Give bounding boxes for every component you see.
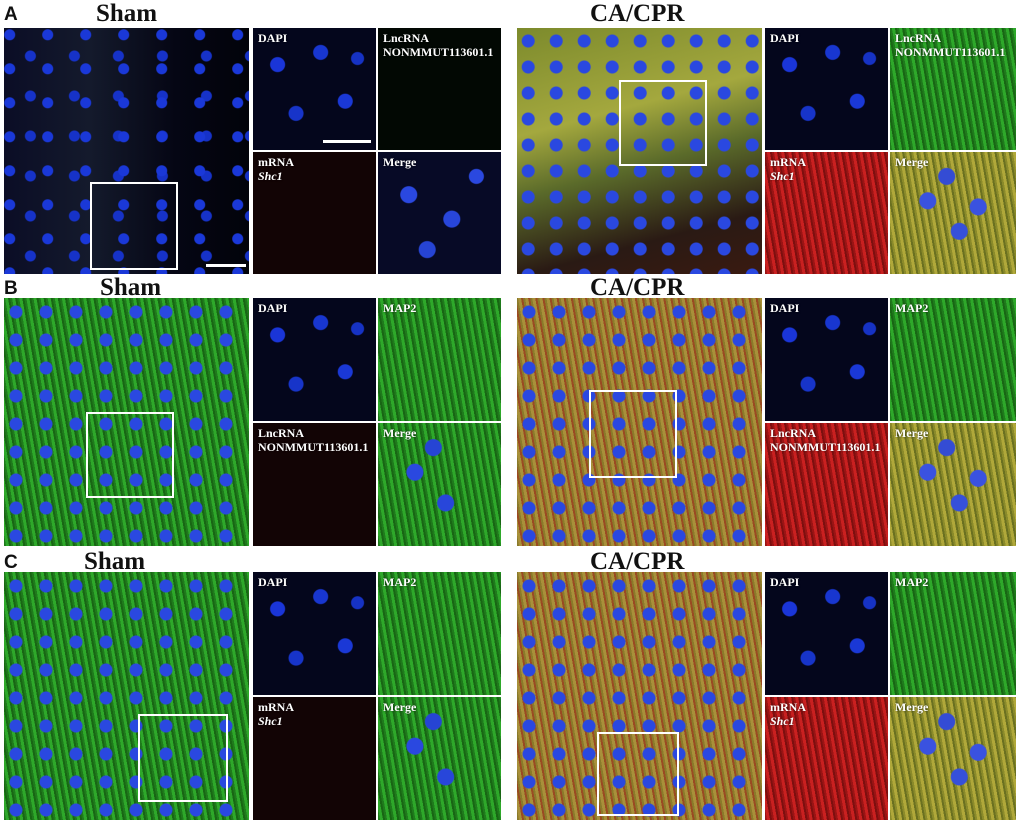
dapi-channel-tile: DAPI (765, 28, 888, 150)
channel-label: MAP2 (383, 301, 417, 315)
condition-title-ca-cpr-a: CA/CPR (590, 0, 685, 27)
sham-overview-image-c (4, 572, 249, 820)
channel-label: LncRNA NONMMUT113601.1 (770, 426, 881, 454)
mrna-channel-tile: mRNA Shc1 (765, 152, 888, 274)
sham-overview-image-b (4, 298, 249, 546)
map2-channel-tile: MAP2 (378, 298, 501, 421)
channel-label: mRNA Shc1 (258, 700, 294, 728)
channel-label: DAPI (770, 31, 800, 45)
channel-label: Merge (895, 700, 929, 714)
scale-bar (206, 264, 246, 267)
row-label-a: A (4, 4, 18, 25)
condition-title-sham-a: Sham (96, 0, 158, 27)
channel-label: DAPI (258, 31, 288, 45)
merge-tile: Merge (890, 423, 1016, 546)
channel-label: mRNA Shc1 (258, 155, 294, 183)
zoom-region-box (90, 182, 178, 270)
channel-label: DAPI (258, 575, 288, 589)
merge-tile: Merge (378, 697, 501, 820)
lncrna-channel-tile: LncRNA NONMMUT113601.1 (253, 423, 376, 546)
ca-cpr-overview-image-b (517, 298, 762, 546)
channel-label: Merge (383, 700, 417, 714)
dapi-channel-tile: DAPI (253, 572, 376, 695)
scale-bar (323, 140, 371, 143)
map2-channel-tile: MAP2 (890, 572, 1016, 695)
channel-label: Merge (383, 426, 417, 440)
lncrna-channel-tile: LncRNA NONMMUT113601.1 (378, 28, 501, 150)
dapi-channel-tile: DAPI (253, 28, 376, 150)
zoom-region-box (597, 732, 679, 816)
zoom-region-box (138, 714, 228, 802)
channel-label: DAPI (770, 301, 800, 315)
mrna-channel-tile: mRNA Shc1 (765, 697, 888, 820)
mrna-channel-tile: mRNA Shc1 (253, 697, 376, 820)
merge-tile: Merge (890, 697, 1016, 820)
zoom-region-box (589, 390, 677, 478)
channel-label: Merge (895, 155, 929, 169)
ca-cpr-overview-image-c (517, 572, 762, 820)
sham-overview-image-a (4, 28, 249, 274)
lncrna-channel-tile: LncRNA NONMMUT113601.1 (890, 28, 1016, 150)
dapi-channel-tile: DAPI (765, 572, 888, 695)
channel-label: mRNA Shc1 (770, 700, 806, 728)
condition-title-sham-b: Sham (100, 274, 162, 301)
dapi-channel-tile: DAPI (253, 298, 376, 421)
zoom-region-box (86, 412, 174, 498)
channel-label: DAPI (770, 575, 800, 589)
channel-label: Merge (383, 155, 417, 169)
merge-tile: Merge (378, 152, 501, 274)
mrna-channel-tile: mRNA Shc1 (253, 152, 376, 274)
row-label-b: B (4, 278, 18, 299)
channel-label: LncRNA NONMMUT113601.1 (258, 426, 369, 454)
channel-label: mRNA Shc1 (770, 155, 806, 183)
channel-label: Merge (895, 426, 929, 440)
row-label-c: C (4, 552, 18, 573)
condition-title-ca-cpr-c: CA/CPR (590, 548, 685, 575)
channel-label: DAPI (258, 301, 288, 315)
merge-tile: Merge (890, 152, 1016, 274)
condition-title-sham-c: Sham (84, 548, 146, 575)
lncrna-channel-tile: LncRNA NONMMUT113601.1 (765, 423, 888, 546)
merge-tile: Merge (378, 423, 501, 546)
channel-label: LncRNA NONMMUT113601.1 (895, 31, 1006, 59)
channel-label: MAP2 (895, 575, 929, 589)
map2-channel-tile: MAP2 (890, 298, 1016, 421)
channel-label: LncRNA NONMMUT113601.1 (383, 31, 494, 59)
zoom-region-box (619, 80, 707, 166)
map2-channel-tile: MAP2 (378, 572, 501, 695)
channel-label: MAP2 (895, 301, 929, 315)
condition-title-ca-cpr-b: CA/CPR (590, 274, 685, 301)
dapi-channel-tile: DAPI (765, 298, 888, 421)
channel-label: MAP2 (383, 575, 417, 589)
ca-cpr-overview-image-a (517, 28, 762, 274)
